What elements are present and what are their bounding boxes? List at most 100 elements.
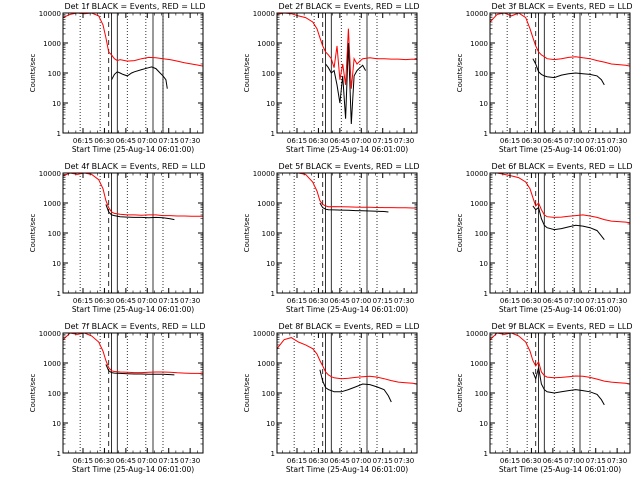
y-tick-label: 1000 bbox=[470, 200, 488, 208]
series-line-lld bbox=[277, 173, 417, 209]
x-tick-label: 06:45 bbox=[543, 457, 563, 465]
x-tick-label: 07:15 bbox=[159, 137, 179, 145]
x-tick-label: 07:30 bbox=[607, 137, 627, 145]
series-line-events bbox=[105, 364, 175, 376]
chart-panel-2: Det 2f BLACK = Events, RED = LLD 1 10 100 10… bbox=[243, 2, 420, 154]
y-tick-label: 100 bbox=[475, 390, 488, 398]
x-tick-label: 06:30 bbox=[521, 137, 541, 145]
x-tick-label: 06:45 bbox=[116, 297, 136, 305]
y-tick-label: 1 bbox=[484, 130, 488, 138]
y-tick-label: 10 bbox=[266, 260, 275, 268]
y-tick-label: 10 bbox=[266, 100, 275, 108]
x-tick-label: 06:30 bbox=[308, 457, 328, 465]
chart-title: Det 8f BLACK = Events, RED = LLD bbox=[278, 322, 419, 331]
x-tick-label: 07:00 bbox=[564, 297, 584, 305]
series-line-events bbox=[532, 367, 605, 406]
x-axis-label: Start Time (25-Aug-14 06:01:00) bbox=[286, 305, 408, 314]
x-axis-label: Start Time (25-Aug-14 06:01:00) bbox=[499, 145, 621, 154]
chart-panel-4: Det 4f BLACK = Events, RED = LLD 1 10 100 10… bbox=[29, 162, 206, 314]
series-line-events bbox=[325, 42, 367, 125]
plot-frame bbox=[62, 332, 204, 454]
chart-title: Det 6f BLACK = Events, RED = LLD bbox=[491, 162, 632, 171]
y-axis-label: Counts/sec bbox=[29, 214, 37, 253]
chart-panel-1: Det 1f BLACK = Events, RED = LLD 1 10 100 10… bbox=[29, 2, 206, 154]
series-line-events bbox=[319, 369, 392, 403]
series-line-lld bbox=[63, 333, 203, 375]
y-tick-label: 100 bbox=[48, 230, 61, 238]
x-tick-label: 06:30 bbox=[94, 297, 114, 305]
x-tick-label: 07:00 bbox=[351, 297, 371, 305]
series-line-events bbox=[111, 66, 168, 89]
y-tick-label: 1 bbox=[57, 450, 61, 458]
y-tick-label: 10000 bbox=[466, 330, 488, 338]
y-tick-label: 10 bbox=[479, 100, 488, 108]
x-tick-label: 06:15 bbox=[500, 457, 520, 465]
y-tick-label: 10000 bbox=[466, 10, 488, 18]
x-tick-label: 07:30 bbox=[394, 297, 414, 305]
x-tick-label: 06:15 bbox=[287, 137, 307, 145]
y-tick-label: 10000 bbox=[39, 170, 61, 178]
series-line-lld bbox=[277, 13, 417, 89]
x-axis-label: Start Time (25-Aug-14 06:01:00) bbox=[72, 305, 194, 314]
x-tick-label: 07:30 bbox=[180, 297, 200, 305]
x-tick-label: 06:45 bbox=[330, 137, 350, 145]
x-tick-label: 07:30 bbox=[607, 457, 627, 465]
y-tick-label: 100 bbox=[262, 230, 275, 238]
series-group bbox=[277, 173, 417, 213]
series-group bbox=[63, 13, 203, 89]
x-tick-label: 07:15 bbox=[159, 297, 179, 305]
series-group bbox=[277, 13, 417, 125]
x-tick-label: 06:15 bbox=[73, 457, 93, 465]
x-tick-label: 07:15 bbox=[586, 297, 606, 305]
y-tick-label: 100 bbox=[475, 230, 488, 238]
chart-title: Det 5f BLACK = Events, RED = LLD bbox=[278, 162, 419, 171]
chart-panel-6: Det 6f BLACK = Events, RED = LLD 1 10 100 10… bbox=[456, 162, 633, 314]
y-tick-label: 1 bbox=[57, 290, 61, 298]
x-tick-label: 07:00 bbox=[351, 457, 371, 465]
x-tick-label: 06:30 bbox=[308, 297, 328, 305]
x-tick-label: 07:15 bbox=[373, 137, 393, 145]
y-tick-label: 1 bbox=[271, 450, 275, 458]
plot-frame bbox=[489, 332, 631, 454]
series-line-lld bbox=[63, 13, 203, 67]
y-axis-label: Counts/sec bbox=[29, 54, 37, 93]
x-tick-label: 07:30 bbox=[394, 137, 414, 145]
x-axis-label: Start Time (25-Aug-14 06:01:00) bbox=[72, 145, 194, 154]
chart-title: Det 1f BLACK = Events, RED = LLD bbox=[64, 2, 205, 11]
x-axis-label: Start Time (25-Aug-14 06:01:00) bbox=[499, 465, 621, 474]
y-axis-label: Counts/sec bbox=[243, 214, 251, 253]
x-tick-label: 07:15 bbox=[586, 457, 606, 465]
x-tick-label: 07:30 bbox=[180, 457, 200, 465]
series-group bbox=[63, 333, 203, 376]
series-line-events bbox=[319, 202, 389, 213]
plot-frame bbox=[489, 172, 631, 294]
x-tick-label: 06:30 bbox=[308, 137, 328, 145]
x-tick-label: 07:00 bbox=[137, 137, 157, 145]
series-line-events bbox=[105, 204, 175, 221]
x-tick-label: 06:30 bbox=[521, 457, 541, 465]
x-axis-label: Start Time (25-Aug-14 06:01:00) bbox=[72, 465, 194, 474]
x-tick-label: 07:15 bbox=[159, 457, 179, 465]
x-tick-label: 06:15 bbox=[500, 297, 520, 305]
y-tick-label: 1000 bbox=[257, 40, 275, 48]
series-line-lld bbox=[63, 173, 203, 217]
plot-frame bbox=[62, 12, 204, 134]
chart-title: Det 7f BLACK = Events, RED = LLD bbox=[64, 322, 205, 331]
y-tick-label: 100 bbox=[475, 70, 488, 78]
plot-frame bbox=[489, 12, 631, 134]
chart-panel-9: Det 9f BLACK = Events, RED = LLD 1 10 100 10… bbox=[456, 322, 633, 474]
x-axis-label: Start Time (25-Aug-14 06:01:00) bbox=[286, 465, 408, 474]
y-tick-label: 1000 bbox=[257, 360, 275, 368]
chart-panel-5: Det 5f BLACK = Events, RED = LLD 1 10 100 10… bbox=[243, 162, 420, 314]
y-tick-label: 10 bbox=[479, 260, 488, 268]
x-tick-label: 06:45 bbox=[543, 297, 563, 305]
x-tick-label: 06:45 bbox=[543, 137, 563, 145]
y-tick-label: 10000 bbox=[466, 170, 488, 178]
chart-panel-7: Det 7f BLACK = Events, RED = LLD 1 10 100 10… bbox=[29, 322, 206, 474]
y-tick-label: 10000 bbox=[253, 170, 275, 178]
x-tick-label: 06:45 bbox=[330, 297, 350, 305]
y-tick-label: 10 bbox=[52, 420, 61, 428]
plot-frame bbox=[62, 172, 204, 294]
y-tick-label: 10 bbox=[479, 420, 488, 428]
